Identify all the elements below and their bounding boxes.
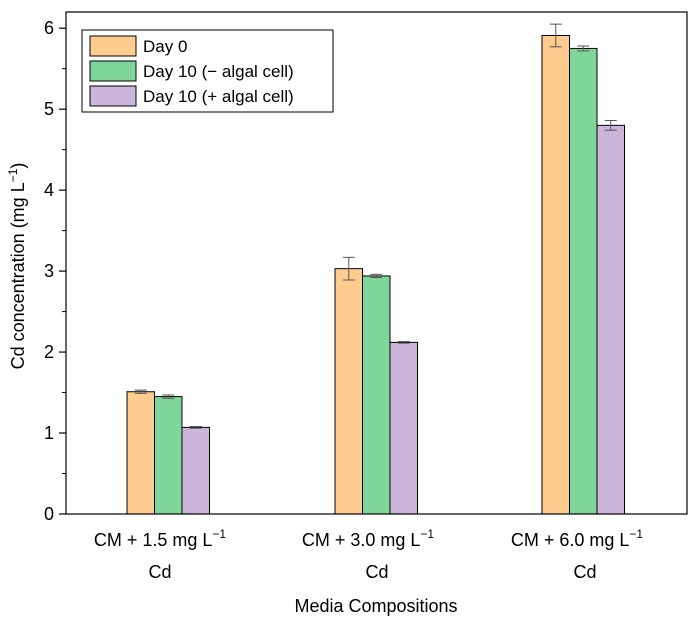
legend-swatch-day10-minus (89, 60, 137, 82)
bar (596, 124, 625, 515)
legend-label-day10-plus: Day 10 (+ algal cell) (143, 87, 294, 106)
category-label: CM + 3.0 mg L−1 (302, 527, 435, 550)
legend-swatch-day10-plus (89, 85, 137, 107)
y-tick-label: 6 (44, 18, 54, 38)
bar (181, 426, 210, 515)
legend-label-day0: Day 0 (143, 37, 187, 56)
category-label: CM + 1.5 mg L−1 (94, 527, 227, 550)
category-label: Cd (573, 562, 596, 582)
bar (389, 341, 418, 515)
y-tick-label: 1 (44, 423, 54, 443)
category-label: CM + 6.0 mg L−1 (511, 527, 644, 550)
bar (541, 34, 570, 515)
bar (334, 268, 363, 515)
legend-label-day10-minus: Day 10 (− algal cell) (143, 62, 294, 81)
y-tick-label: 4 (44, 180, 54, 200)
bar (362, 275, 391, 515)
y-tick-label: 2 (44, 342, 54, 362)
category-label: Cd (148, 562, 171, 582)
x-axis-title: Media Compositions (294, 596, 457, 616)
bar (154, 396, 183, 515)
y-tick-label: 5 (44, 99, 54, 119)
y-tick-label: 3 (44, 261, 54, 281)
bar (569, 47, 598, 515)
y-axis-title: Cd concentration (mg L−1) (6, 163, 28, 370)
legend-swatch-day0 (89, 35, 137, 57)
plot-frame (65, 11, 688, 515)
legend: Day 0 Day 10 (− algal cell) Day 10 (+ al… (81, 29, 334, 113)
category-label: Cd (365, 562, 388, 582)
bar (126, 391, 155, 515)
y-tick-label: 0 (44, 504, 54, 524)
